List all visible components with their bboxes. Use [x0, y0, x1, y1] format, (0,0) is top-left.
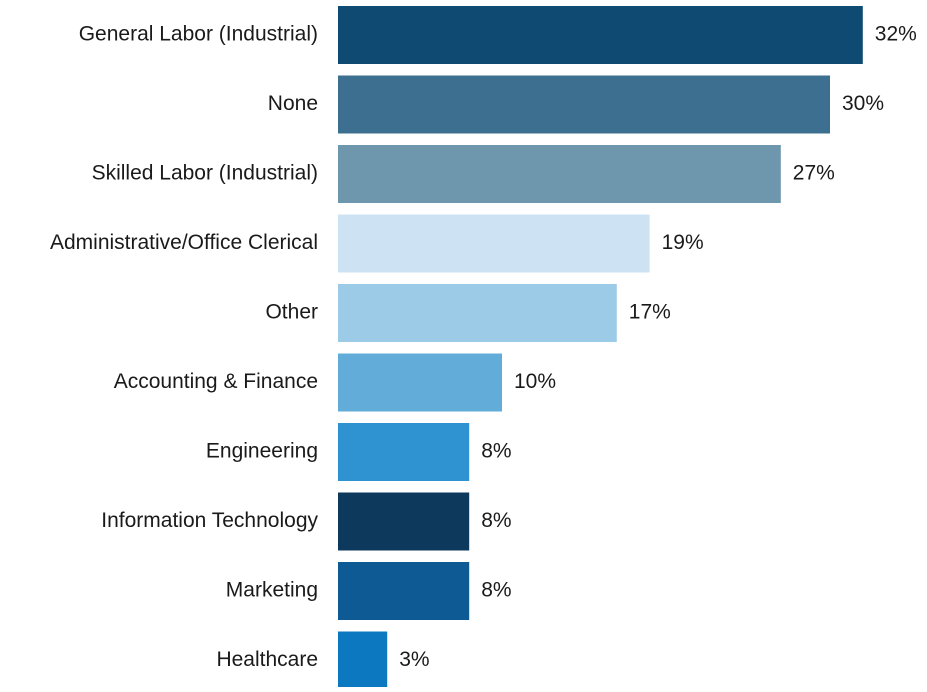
bar [338, 423, 470, 481]
category-label: Administrative/Office Clerical [50, 231, 318, 254]
value-label: 27% [793, 162, 835, 185]
value-label: 3% [399, 648, 429, 671]
bar [338, 75, 830, 134]
category-label: Accounting & Finance [114, 370, 318, 393]
category-label: Skilled Labor (Industrial) [92, 162, 318, 185]
value-label: 8% [481, 440, 511, 463]
bar [338, 145, 781, 203]
bar [338, 353, 502, 412]
value-label: 19% [662, 231, 704, 254]
value-label: 30% [842, 92, 884, 115]
bar [338, 6, 863, 64]
value-label: 32% [875, 23, 917, 46]
category-label: Marketing [226, 579, 318, 602]
bar [338, 562, 470, 620]
value-label: 17% [629, 301, 671, 324]
value-label: 8% [481, 579, 511, 602]
category-label: Information Technology [101, 509, 318, 532]
category-label: Healthcare [216, 648, 318, 671]
category-label: Other [265, 301, 318, 324]
category-label: Engineering [206, 440, 318, 463]
bar [338, 492, 470, 551]
value-label: 8% [481, 509, 511, 532]
bar [338, 284, 617, 342]
bar [338, 214, 650, 273]
bar [338, 631, 388, 690]
category-label: None [268, 92, 318, 115]
category-label: General Labor (Industrial) [79, 23, 318, 46]
value-label: 10% [514, 370, 556, 393]
